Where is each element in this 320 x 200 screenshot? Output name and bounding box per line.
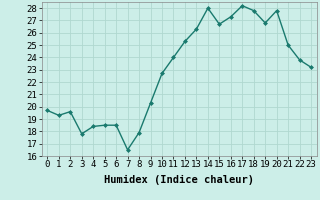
X-axis label: Humidex (Indice chaleur): Humidex (Indice chaleur) (104, 175, 254, 185)
